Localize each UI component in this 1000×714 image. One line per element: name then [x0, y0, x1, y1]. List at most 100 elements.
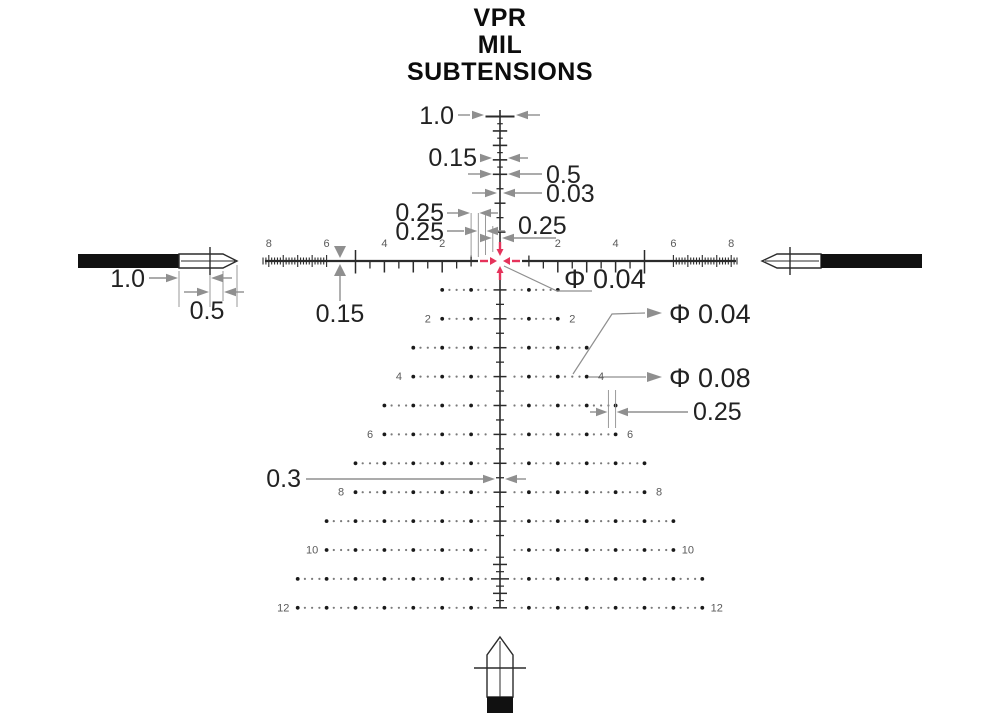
dim-arrow-tip-label: 0.5: [190, 297, 225, 325]
small-dot: [592, 606, 596, 609]
small-dot: [484, 491, 487, 494]
small-dot: [628, 548, 632, 552]
small-dot: [694, 606, 697, 609]
lower-vertical-scale: [491, 275, 509, 609]
post-dimensions: [458, 110, 542, 198]
large-dot: [584, 548, 589, 552]
arrowhead-icon: [211, 273, 223, 283]
small-dot: [340, 577, 343, 581]
small-dot: [650, 548, 653, 552]
large-dot: [411, 605, 416, 610]
large-dot: [555, 316, 560, 321]
small-dot: [535, 462, 538, 465]
small-dot: [484, 548, 487, 552]
small-dot: [563, 520, 567, 523]
arrowhead-icon: [516, 110, 528, 120]
small-dot: [571, 346, 574, 349]
small-dot: [303, 606, 306, 609]
dim-large-dot-dia-label: Φ 0.08: [669, 363, 751, 393]
small-dot: [361, 548, 364, 552]
small-dot: [462, 577, 465, 581]
small-dot: [513, 548, 516, 552]
title-line-2: MIL: [477, 31, 523, 59]
small-dot: [397, 491, 400, 494]
small-dot: [686, 606, 690, 609]
arrowhead-icon: [166, 273, 178, 283]
small-dot: [368, 462, 372, 465]
small-dot: [549, 346, 552, 349]
small-dot: [535, 375, 538, 378]
arrowhead-icon: [483, 474, 495, 484]
small-dot: [535, 288, 538, 291]
large-dot: [584, 605, 589, 610]
tree-number: 10: [306, 545, 318, 557]
arrowhead-icon: [224, 287, 236, 297]
large-dot: [469, 345, 473, 350]
small-dot: [621, 577, 624, 581]
small-dot: [311, 577, 314, 581]
small-dot: [455, 548, 458, 552]
small-dot: [455, 520, 458, 523]
small-dot: [571, 577, 574, 581]
large-dot: [469, 316, 473, 321]
small-dot: [405, 404, 408, 407]
tree-number: 4: [598, 371, 604, 383]
dim-top-tick-label: 1.0: [419, 102, 454, 130]
half-tick-dimension: [306, 474, 526, 484]
bottom-pointer-bar: [487, 697, 513, 713]
large-dot: [584, 403, 589, 408]
large-dot: [527, 288, 531, 292]
small-dot: [542, 404, 545, 407]
arrowhead-icon: [596, 407, 608, 417]
large-dot: [642, 548, 647, 552]
small-dot: [477, 462, 480, 465]
large-dot: [469, 577, 473, 581]
large-dot: [440, 605, 445, 610]
small-dot: [535, 577, 538, 581]
dim-line-thickness-label: 0.15: [316, 300, 365, 328]
small-dot: [397, 404, 400, 407]
small-dot: [477, 317, 480, 320]
small-dot: [600, 520, 603, 523]
arrowhead-icon: [334, 246, 346, 258]
small-dot: [462, 375, 465, 378]
small-dot: [679, 606, 682, 609]
small-dot: [448, 491, 451, 494]
small-dot: [665, 606, 668, 609]
title-line-1: VPR: [473, 4, 527, 32]
large-dot: [642, 605, 647, 610]
large-dot: [411, 345, 416, 350]
arrowhead-icon: [486, 226, 498, 236]
small-dot: [390, 520, 393, 523]
small-dot: [535, 433, 538, 436]
small-dot: [462, 288, 465, 291]
small-dot: [607, 606, 610, 609]
center-mark-down-icon: [496, 249, 504, 256]
small-dot: [433, 606, 437, 609]
tree-number: 8: [338, 487, 344, 499]
large-dot: [440, 316, 445, 321]
small-dot: [563, 375, 567, 378]
arrowhead-icon: [479, 208, 491, 218]
small-dot: [368, 577, 372, 581]
small-dot: [628, 520, 632, 523]
large-dot: [353, 461, 358, 466]
small-dot: [592, 548, 596, 552]
small-dot: [578, 346, 581, 349]
dim-stroke-label: 0.03: [546, 180, 595, 208]
small-dot: [650, 520, 653, 523]
small-dot: [455, 462, 458, 465]
large-dot: [411, 490, 416, 495]
small-dot: [340, 520, 343, 523]
large-dot: [469, 490, 473, 495]
large-dot: [555, 519, 560, 523]
small-dot: [600, 577, 603, 581]
small-dot: [484, 317, 487, 320]
large-dot: [382, 605, 387, 610]
arrowhead-icon: [485, 188, 497, 198]
small-dot: [419, 520, 422, 523]
small-dot: [513, 375, 516, 378]
small-dot: [405, 520, 408, 523]
large-dot: [584, 577, 589, 581]
large-dot: [671, 605, 676, 610]
